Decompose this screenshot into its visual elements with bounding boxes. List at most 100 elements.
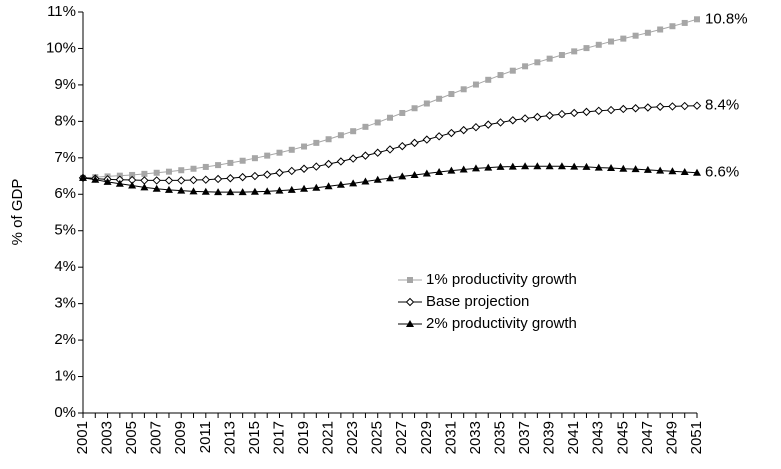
marker bbox=[680, 168, 689, 176]
x-tick-label: 2029 bbox=[418, 421, 435, 454]
marker bbox=[680, 101, 689, 111]
marker bbox=[239, 157, 246, 164]
x-tick-label: 2027 bbox=[393, 421, 410, 454]
marker bbox=[79, 173, 87, 181]
marker bbox=[251, 155, 258, 162]
marker bbox=[533, 162, 542, 170]
marker bbox=[226, 188, 235, 196]
marker bbox=[103, 177, 112, 185]
marker bbox=[459, 165, 468, 173]
x-tick-label: 2043 bbox=[590, 421, 607, 454]
marker bbox=[606, 105, 616, 115]
marker bbox=[582, 162, 591, 170]
marker bbox=[520, 114, 530, 123]
marker bbox=[545, 162, 554, 170]
marker bbox=[313, 139, 320, 146]
marker bbox=[668, 167, 677, 175]
marker bbox=[250, 171, 260, 181]
marker bbox=[643, 165, 652, 173]
legend-entry: 1% productivity growth bbox=[398, 271, 577, 288]
marker bbox=[301, 143, 308, 150]
series-line bbox=[82, 18, 698, 179]
marker bbox=[545, 111, 554, 120]
marker bbox=[533, 112, 542, 122]
x-tick-label: 2037 bbox=[516, 421, 533, 454]
marker bbox=[631, 104, 640, 113]
marker bbox=[497, 72, 504, 79]
marker bbox=[496, 118, 505, 127]
marker bbox=[484, 163, 493, 171]
marker bbox=[238, 172, 247, 182]
marker bbox=[399, 109, 406, 116]
marker bbox=[189, 187, 198, 195]
marker bbox=[508, 162, 517, 170]
marker bbox=[165, 168, 172, 175]
x-tick-label: 2017 bbox=[270, 421, 287, 454]
marker bbox=[128, 181, 137, 189]
marker bbox=[227, 159, 234, 166]
marker bbox=[164, 176, 174, 185]
marker bbox=[411, 105, 418, 112]
x-tick-label: 2001 bbox=[74, 421, 91, 454]
marker bbox=[423, 100, 430, 107]
marker bbox=[546, 55, 553, 62]
marker bbox=[263, 187, 272, 195]
y-axis-label: % of GDP bbox=[9, 179, 26, 246]
marker bbox=[374, 119, 381, 126]
x-tick-label: 2003 bbox=[99, 421, 116, 454]
marker bbox=[410, 138, 419, 148]
marker bbox=[324, 159, 333, 169]
x-tick-label: 2015 bbox=[246, 421, 263, 454]
marker bbox=[336, 157, 346, 166]
marker bbox=[373, 148, 382, 157]
marker bbox=[264, 152, 271, 159]
end-label: 10.8% bbox=[705, 10, 748, 27]
marker bbox=[508, 116, 518, 125]
marker bbox=[337, 132, 344, 139]
marker bbox=[189, 175, 198, 185]
x-tick-label: 2031 bbox=[442, 421, 459, 454]
y-tick-label: 11% bbox=[47, 3, 76, 20]
marker bbox=[668, 102, 677, 111]
x-tick-label: 2023 bbox=[344, 421, 361, 454]
marker bbox=[324, 182, 333, 190]
marker bbox=[410, 170, 419, 178]
marker bbox=[362, 123, 369, 130]
marker bbox=[435, 168, 444, 176]
y-tick-label: 2% bbox=[54, 331, 76, 348]
marker bbox=[571, 48, 578, 55]
legend-label: Base projection bbox=[426, 293, 529, 310]
x-tick-label: 2041 bbox=[565, 421, 582, 454]
marker bbox=[152, 176, 161, 185]
marker bbox=[447, 128, 456, 138]
marker bbox=[582, 107, 591, 117]
marker bbox=[275, 168, 284, 177]
y-tick-label: 7% bbox=[54, 149, 76, 166]
y-tick-label: 6% bbox=[54, 185, 76, 202]
x-tick-label: 2035 bbox=[491, 421, 508, 454]
marker bbox=[620, 35, 627, 42]
x-tick-label: 2039 bbox=[541, 421, 558, 454]
marker bbox=[681, 19, 688, 26]
marker bbox=[178, 167, 185, 174]
marker bbox=[407, 277, 413, 283]
x-tick-label: 2045 bbox=[614, 421, 631, 454]
marker bbox=[422, 169, 431, 177]
marker bbox=[460, 86, 467, 93]
marker bbox=[348, 154, 358, 163]
y-tick-label: 8% bbox=[54, 112, 76, 129]
marker bbox=[655, 102, 665, 111]
marker bbox=[386, 174, 394, 182]
y-tick-label: 10% bbox=[46, 39, 76, 56]
marker bbox=[312, 162, 321, 171]
marker bbox=[91, 175, 100, 183]
x-tick-label: 2047 bbox=[639, 421, 656, 454]
marker bbox=[694, 16, 700, 23]
marker bbox=[472, 81, 479, 88]
marker bbox=[594, 163, 603, 171]
marker bbox=[350, 128, 357, 135]
marker bbox=[287, 185, 296, 193]
marker bbox=[398, 141, 407, 151]
marker bbox=[693, 168, 701, 176]
marker bbox=[373, 175, 382, 183]
